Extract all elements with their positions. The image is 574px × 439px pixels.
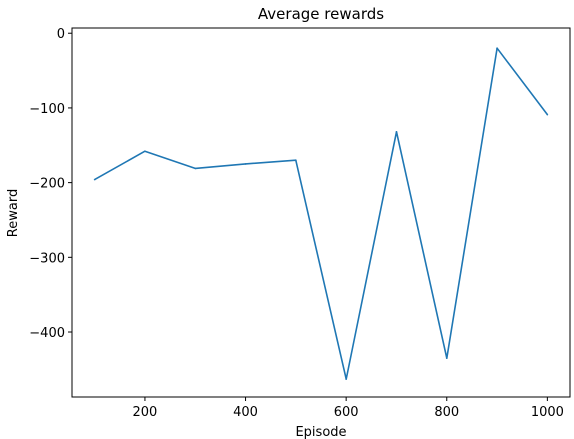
x-tick-label: 600 [334, 405, 359, 420]
data-point [395, 131, 398, 133]
x-tick-label: 1000 [531, 405, 564, 420]
y-tick-label: −400 [29, 326, 65, 341]
x-tick-label: 800 [434, 405, 459, 420]
x-tick-label: 400 [233, 405, 258, 420]
x-axis-label: Episode [295, 425, 346, 439]
y-tick-label: 0 [57, 27, 65, 42]
data-point [144, 150, 146, 153]
y-axis-ticks: 0 −100 −200 −300 −400 [29, 27, 72, 341]
data-point [445, 357, 448, 359]
x-axis-ticks: 200 400 600 800 1000 [133, 397, 564, 420]
x-tick-label: 200 [133, 405, 158, 420]
series-line [94, 47, 549, 380]
data-point [496, 47, 498, 49]
data-point [93, 178, 96, 181]
y-tick-label: −300 [29, 251, 65, 266]
data-point [546, 113, 549, 116]
series-layer [93, 47, 549, 380]
y-tick-label: −100 [29, 102, 65, 117]
data-point [194, 167, 197, 170]
data-point [244, 163, 247, 165]
data-point [295, 159, 297, 162]
plot-frame [71, 27, 571, 398]
chart-title: Average rewards [258, 5, 384, 23]
y-axis-label: Reward [6, 189, 21, 237]
y-tick-label: −200 [29, 177, 65, 192]
data-point [345, 378, 347, 380]
